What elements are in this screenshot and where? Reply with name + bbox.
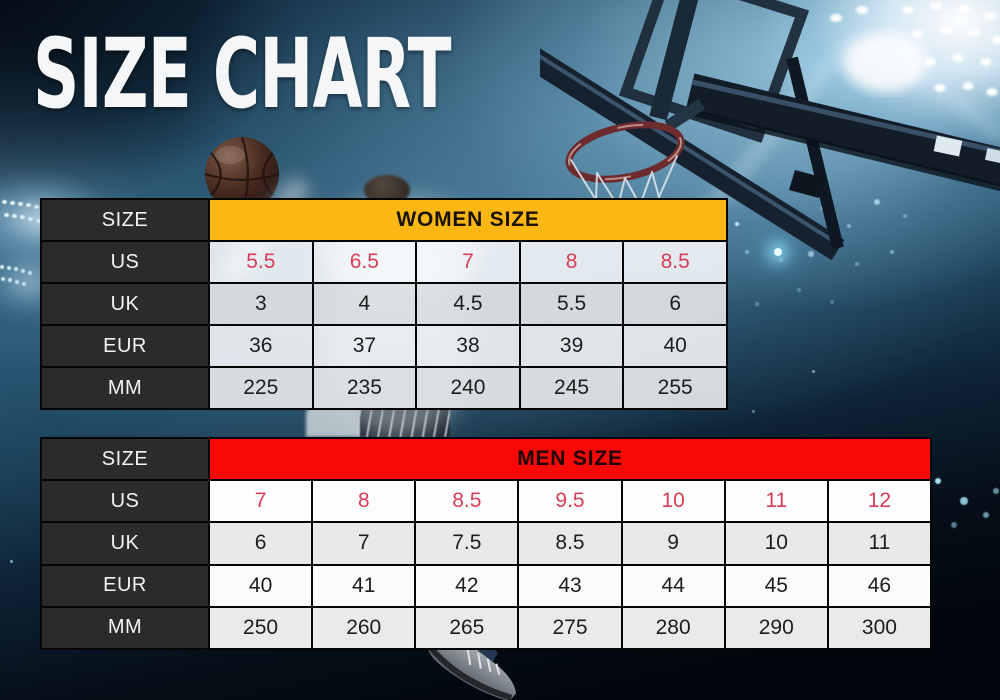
size-value-cell: 4.5 bbox=[415, 282, 521, 326]
size-value-cell: 225 bbox=[208, 366, 314, 410]
size-value-cell: 255 bbox=[622, 366, 728, 410]
size-value-cell: 7.5 bbox=[414, 521, 520, 566]
size-value-cell: 240 bbox=[415, 366, 521, 410]
size-value-cell: 11 bbox=[723, 479, 829, 524]
table-row: MM 250 260 265 275 280 290 300 bbox=[40, 605, 933, 651]
size-value-cell: 44 bbox=[620, 563, 726, 608]
size-value-cell: 9 bbox=[620, 521, 726, 566]
table-header-row: SIZE WOMEN SIZE bbox=[40, 198, 728, 242]
table-row: MM 225 235 240 245 255 bbox=[40, 366, 728, 410]
size-value-cell: 12 bbox=[826, 479, 933, 524]
corner-cell: SIZE bbox=[40, 198, 210, 242]
size-value-cell: 260 bbox=[311, 605, 417, 651]
size-value-cell: 8 bbox=[518, 240, 625, 284]
row-label-cell: EUR bbox=[40, 563, 210, 608]
size-value-cell: 6 bbox=[207, 521, 314, 566]
size-value-cell: 41 bbox=[311, 563, 417, 608]
row-label-cell: UK bbox=[40, 282, 210, 326]
size-value-cell: 46 bbox=[826, 563, 933, 608]
size-value-cell: 275 bbox=[517, 605, 623, 651]
size-value-cell: 36 bbox=[208, 324, 314, 368]
size-value-cell: 235 bbox=[311, 366, 418, 410]
table-header-row: SIZE MEN SIZE bbox=[40, 436, 932, 482]
table-row: EUR 36 37 38 39 40 bbox=[40, 324, 728, 368]
size-value-cell: 40 bbox=[622, 324, 728, 368]
table-row: EUR 40 41 42 43 44 45 46 bbox=[40, 563, 933, 608]
row-label-cell: MM bbox=[40, 366, 210, 410]
size-value-cell: 8.5 bbox=[622, 240, 728, 284]
size-value-cell: 45 bbox=[723, 563, 829, 608]
men-size-header: MEN SIZE bbox=[208, 436, 932, 482]
size-value-cell: 8.5 bbox=[414, 479, 520, 524]
size-value-cell: 7 bbox=[207, 479, 314, 524]
size-value-cell: 8 bbox=[311, 479, 417, 524]
stadium-lights-icon bbox=[830, 2, 1000, 96]
size-value-cell: 39 bbox=[518, 324, 625, 368]
women-size-table: SIZE WOMEN SIZE US 5.5 6.5 7 8 8.5 UK 3 … bbox=[40, 198, 728, 410]
size-value-cell: 37 bbox=[311, 324, 418, 368]
size-value-cell: 6.5 bbox=[311, 240, 418, 284]
size-value-cell: 7 bbox=[415, 240, 521, 284]
size-value-cell: 40 bbox=[207, 563, 314, 608]
size-value-cell: 4 bbox=[311, 282, 418, 326]
table-row: UK 6 7 7.5 8.5 9 10 11 bbox=[40, 521, 933, 566]
size-value-cell: 5.5 bbox=[518, 282, 625, 326]
size-value-cell: 42 bbox=[414, 563, 520, 608]
table-row: US 7 8 8.5 9.5 10 11 12 bbox=[40, 479, 933, 524]
size-value-cell: 5.5 bbox=[208, 240, 314, 284]
row-label-cell: US bbox=[40, 479, 210, 524]
size-value-cell: 10 bbox=[620, 479, 726, 524]
row-label-cell: MM bbox=[40, 605, 210, 651]
size-value-cell: 43 bbox=[517, 563, 623, 608]
bokeh-lights-icon bbox=[935, 478, 941, 484]
stadium-lights-icon bbox=[2, 200, 7, 204]
size-value-cell: 265 bbox=[414, 605, 520, 651]
men-size-table: SIZE MEN SIZE US 7 8 8.5 9.5 10 11 12 UK… bbox=[40, 436, 933, 651]
player-silhouette bbox=[306, 408, 364, 437]
player-silhouette bbox=[360, 407, 450, 437]
size-value-cell: 8.5 bbox=[517, 521, 623, 566]
size-value-cell: 3 bbox=[208, 282, 314, 326]
row-label-cell: UK bbox=[40, 521, 210, 566]
table-row: UK 3 4 4.5 5.5 6 bbox=[40, 282, 728, 326]
corner-cell: SIZE bbox=[40, 436, 210, 482]
row-label-cell: EUR bbox=[40, 324, 210, 368]
size-value-cell: 7 bbox=[311, 521, 417, 566]
size-value-cell: 38 bbox=[415, 324, 521, 368]
size-value-cell: 11 bbox=[826, 521, 933, 566]
women-size-header: WOMEN SIZE bbox=[208, 198, 728, 242]
size-value-cell: 9.5 bbox=[517, 479, 623, 524]
row-label-cell: US bbox=[40, 240, 210, 284]
bokeh-lights-icon bbox=[735, 222, 739, 226]
size-value-cell: 290 bbox=[723, 605, 829, 651]
page-title: SIZE CHART bbox=[33, 18, 452, 130]
stadium-lights-icon bbox=[0, 265, 4, 269]
size-value-cell: 280 bbox=[620, 605, 726, 651]
size-value-cell: 6 bbox=[622, 282, 728, 326]
size-value-cell: 245 bbox=[518, 366, 625, 410]
size-value-cell: 250 bbox=[207, 605, 314, 651]
size-value-cell: 10 bbox=[723, 521, 829, 566]
table-row: US 5.5 6.5 7 8 8.5 bbox=[40, 240, 728, 284]
lens-flare-icon bbox=[774, 248, 782, 256]
size-value-cell: 300 bbox=[826, 605, 933, 651]
